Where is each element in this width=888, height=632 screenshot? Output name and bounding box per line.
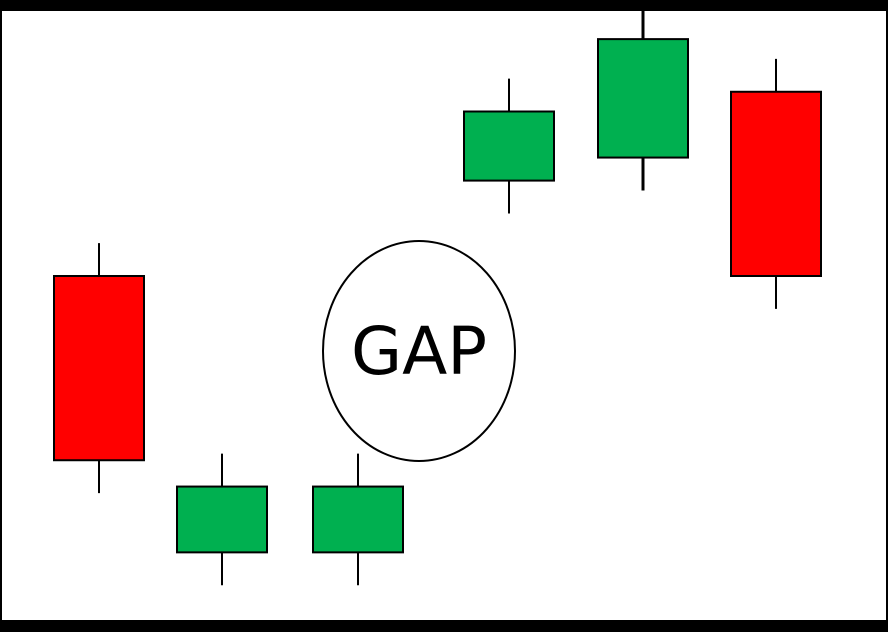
gap-ellipse	[322, 240, 516, 462]
candle-body-6	[730, 90, 822, 278]
candle-body-5	[597, 38, 689, 159]
gap-annotation: GAP	[322, 240, 516, 462]
candle-body-1	[53, 275, 145, 462]
gap-label: GAP	[351, 313, 487, 390]
candle-body-4	[463, 110, 555, 182]
candles-group	[53, 6, 822, 586]
candle-body-2	[176, 485, 268, 554]
candle-body-3	[312, 485, 404, 554]
